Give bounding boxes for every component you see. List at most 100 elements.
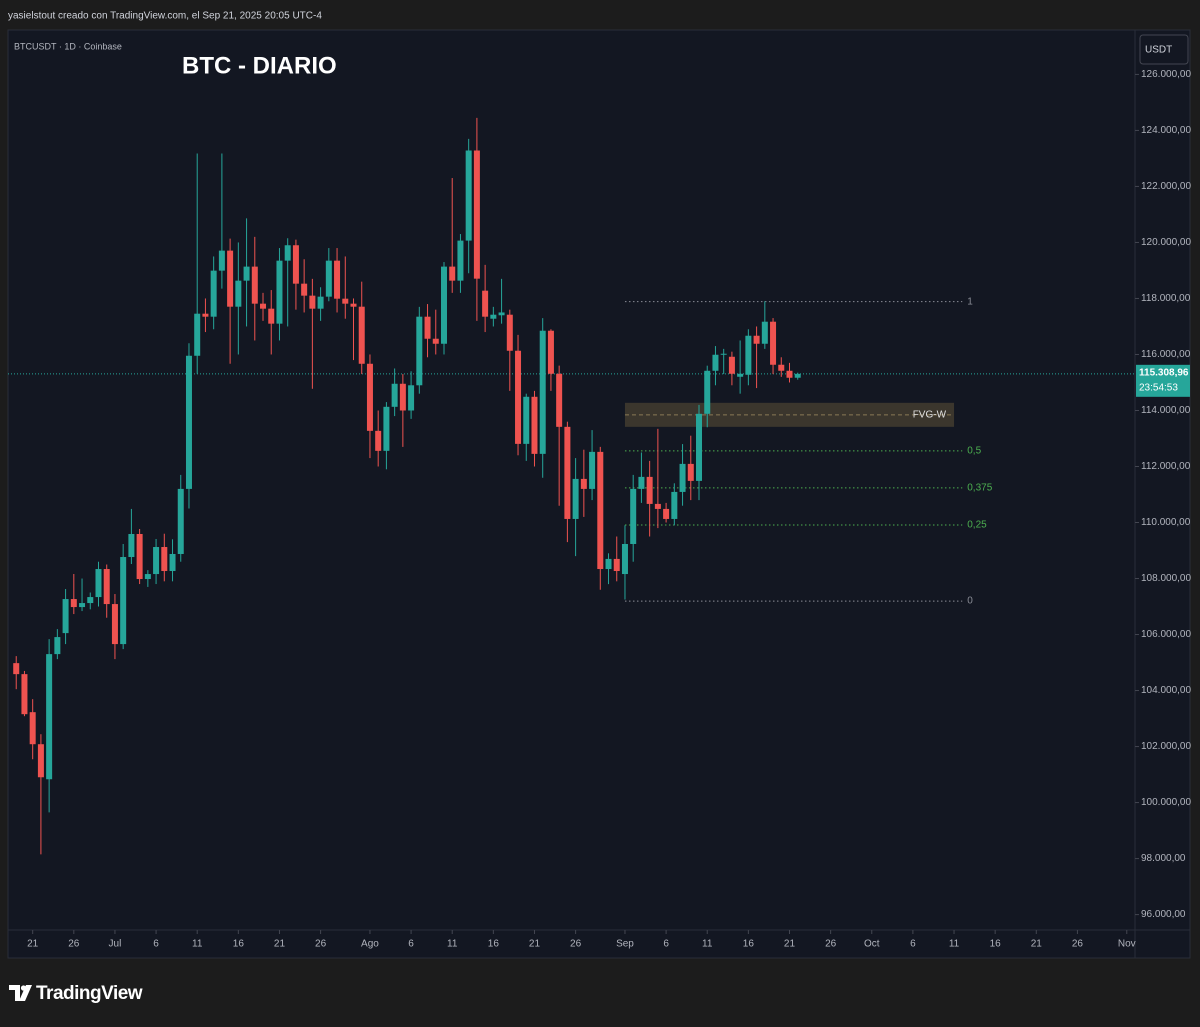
x-tick-label: Oct: [864, 939, 880, 950]
candle-body: [696, 413, 703, 481]
x-tick-label: 6: [663, 939, 669, 950]
currency-button[interactable]: [1139, 34, 1189, 65]
candle-body: [416, 316, 423, 386]
x-tick-label: 21: [529, 939, 541, 950]
candle-body: [630, 488, 637, 544]
candle-body: [136, 533, 143, 580]
candle-body: [482, 290, 489, 317]
chart-title: BTC - DIARIO: [182, 52, 337, 79]
last-price-box: [1136, 364, 1190, 397]
candle-body: [342, 298, 349, 304]
candle-body: [605, 558, 612, 570]
x-tick-label: 16: [488, 939, 500, 950]
y-tick-label: 126.000,00: [1141, 69, 1191, 80]
candle-body: [194, 313, 201, 356]
candle-body: [408, 385, 415, 411]
y-tick-label: 118.000,00: [1141, 293, 1191, 304]
candle-body: [621, 543, 628, 575]
x-tick-label: 11: [192, 939, 203, 950]
candle-body: [539, 330, 546, 454]
y-tick-label: 112.000,00: [1141, 461, 1191, 472]
candle-body: [383, 406, 390, 451]
x-tick-label: Sep: [616, 939, 634, 950]
candle-body: [251, 266, 258, 304]
y-tick-label: 102.000,00: [1141, 741, 1191, 752]
candle-body: [515, 350, 522, 444]
candle-body: [786, 370, 793, 378]
candle-body: [391, 383, 398, 407]
candle-body: [638, 476, 645, 489]
candle-body: [498, 312, 505, 316]
x-tick-label: 6: [153, 939, 159, 950]
y-tick-label: 110.000,00: [1141, 517, 1191, 528]
candle-body: [523, 396, 530, 444]
credit: yasielstout creado con TradingView.com, …: [8, 11, 322, 22]
currency[interactable]: USDT: [1145, 45, 1172, 56]
candle-body: [531, 396, 538, 454]
candle-body: [449, 266, 456, 281]
y-tick-label: 100.000,00: [1141, 797, 1191, 808]
candle-body: [54, 637, 61, 655]
candle-body: [309, 295, 316, 309]
candle-body: [103, 569, 110, 605]
plot-area: FVG-W 1 0,5 0,375 0,25 0: [8, 117, 1135, 855]
y-tick-label: 120.000,00: [1141, 237, 1191, 248]
x-tick-label: Ago: [361, 939, 379, 950]
candle-body: [679, 463, 686, 492]
candle-body: [79, 603, 86, 608]
candle-body: [227, 250, 234, 307]
candle-body: [177, 488, 184, 554]
x-tick-label: 26: [570, 939, 582, 950]
last-price-label: 115.308,96: [1139, 367, 1189, 378]
y-tick-label: 122.000,00: [1141, 181, 1191, 192]
fvg-label: FVG-W: [913, 409, 947, 420]
candle-body: [185, 355, 192, 489]
candle-body: [432, 338, 439, 344]
y-tick-label: 108.000,00: [1141, 573, 1191, 584]
candle-body: [128, 533, 135, 558]
candle-body: [70, 599, 77, 608]
candle-body: [572, 478, 579, 519]
candle-body: [490, 314, 497, 319]
candle-body: [276, 260, 283, 324]
candle-body: [399, 383, 406, 411]
candle-body: [440, 266, 447, 344]
candle-body: [671, 491, 678, 519]
x-tick-label: 11: [949, 939, 960, 950]
candle-body: [366, 363, 373, 431]
fib-label: 0: [967, 596, 973, 607]
x-tick-label: 16: [990, 939, 1002, 950]
logo-slash: [19, 985, 32, 1001]
candle-body: [243, 266, 250, 281]
candle-body: [292, 245, 299, 284]
candle-body: [317, 296, 324, 309]
candle-body: [37, 744, 44, 778]
x-tick-label: 26: [1072, 939, 1084, 950]
candle-body: [597, 451, 604, 570]
candle-body: [745, 335, 752, 375]
x-tick-label: 26: [68, 939, 80, 950]
candle-body: [153, 547, 160, 575]
x-tick-label: 11: [702, 939, 713, 950]
candle-body: [506, 314, 513, 351]
y-tick-label: 106.000,00: [1141, 629, 1191, 640]
candle-body: [465, 150, 472, 241]
candle-body: [737, 373, 744, 377]
fib-label: 0,5: [967, 446, 981, 457]
candle-body: [120, 557, 127, 645]
y-tick-label: 114.000,00: [1141, 405, 1191, 416]
candle-body: [663, 508, 670, 519]
candle-body: [547, 330, 554, 374]
brand: TradingView: [36, 983, 143, 1004]
x-tick-label: 16: [743, 939, 755, 950]
symbol-info: BTCUSDT · 1D · Coinbase: [14, 41, 122, 51]
candle-body: [761, 321, 768, 344]
y-tick-label: 98.000,00: [1141, 853, 1186, 864]
y-tick-label: 116.000,00: [1141, 349, 1191, 360]
candle-body: [794, 373, 801, 378]
candle-body: [375, 430, 382, 451]
x-tick-label: 26: [825, 939, 837, 950]
candle-body: [424, 316, 431, 339]
candle-body: [210, 270, 217, 317]
